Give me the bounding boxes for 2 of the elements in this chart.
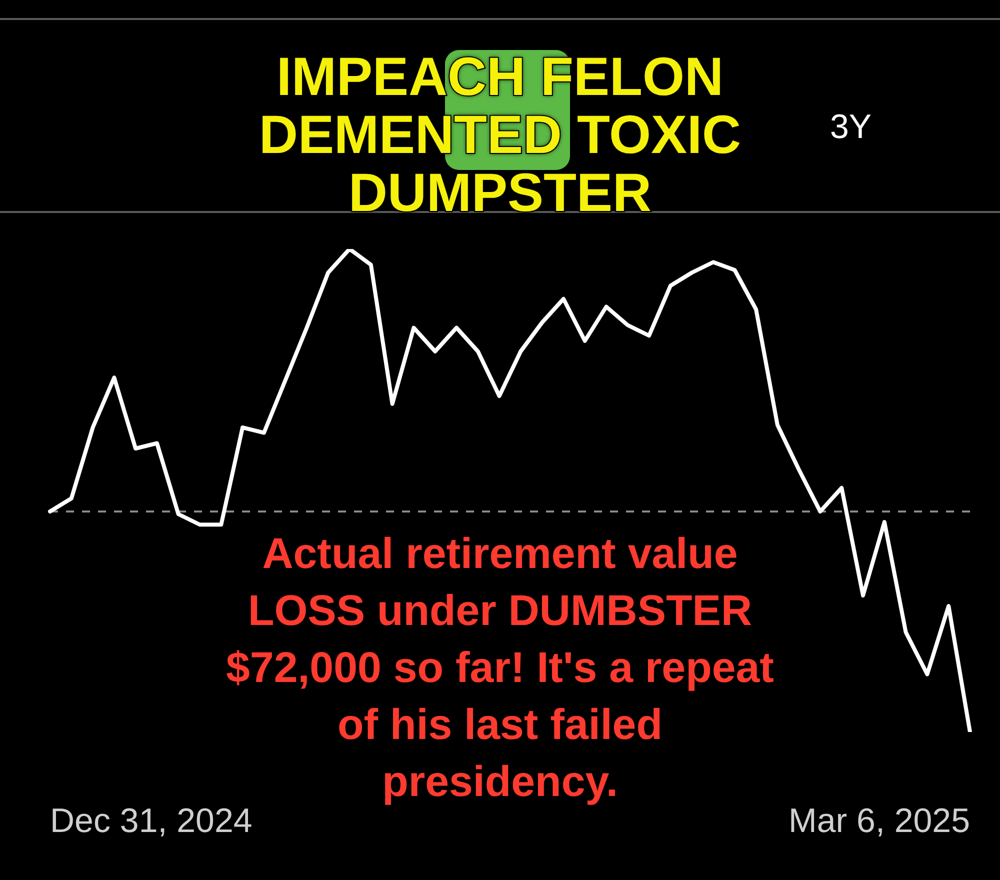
text: 3Y xyxy=(830,108,872,147)
text: Mar 6, 2025 xyxy=(788,802,970,841)
